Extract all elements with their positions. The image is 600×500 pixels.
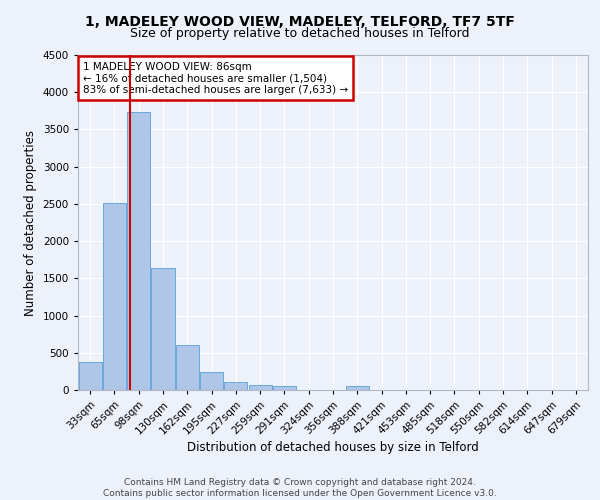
- Bar: [127, 112, 150, 390]
- Bar: [79, 362, 101, 390]
- Bar: [248, 385, 272, 390]
- Text: 1, MADELEY WOOD VIEW, MADELEY, TELFORD, TF7 5TF: 1, MADELEY WOOD VIEW, MADELEY, TELFORD, …: [85, 15, 515, 29]
- Bar: [273, 386, 296, 390]
- Text: Size of property relative to detached houses in Telford: Size of property relative to detached ho…: [130, 28, 470, 40]
- Bar: [346, 386, 369, 390]
- Text: 1 MADELEY WOOD VIEW: 86sqm
← 16% of detached houses are smaller (1,504)
83% of s: 1 MADELEY WOOD VIEW: 86sqm ← 16% of deta…: [83, 62, 348, 95]
- X-axis label: Distribution of detached houses by size in Telford: Distribution of detached houses by size …: [187, 442, 479, 454]
- Y-axis label: Number of detached properties: Number of detached properties: [24, 130, 37, 316]
- Text: Contains HM Land Registry data © Crown copyright and database right 2024.
Contai: Contains HM Land Registry data © Crown c…: [103, 478, 497, 498]
- Bar: [151, 268, 175, 390]
- Bar: [224, 382, 247, 390]
- Bar: [103, 203, 126, 390]
- Bar: [176, 346, 199, 390]
- Bar: [200, 372, 223, 390]
